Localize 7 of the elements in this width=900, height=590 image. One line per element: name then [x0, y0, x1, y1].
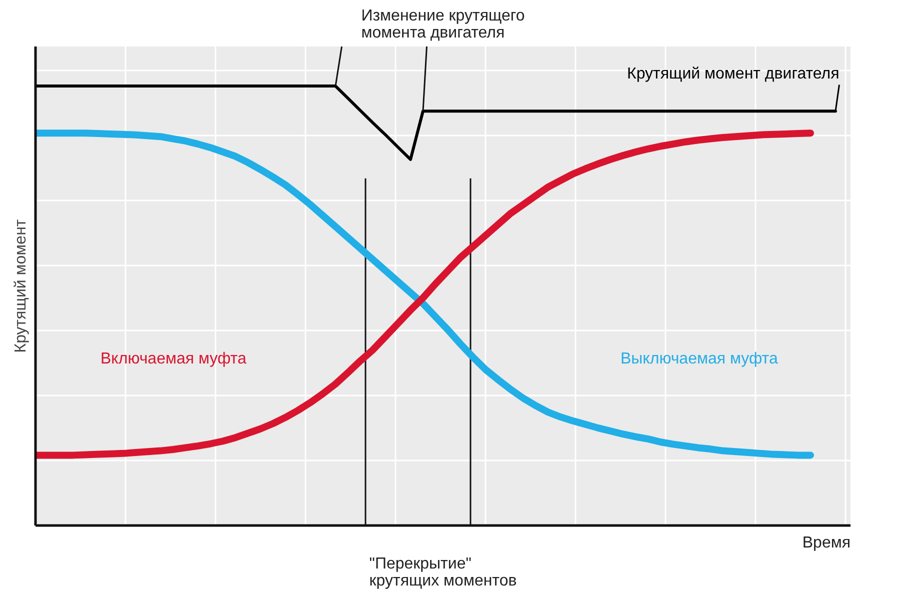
y-axis-title: Крутящий момент: [12, 218, 30, 353]
series-label: Крутящий момент двигателя: [627, 66, 840, 83]
x-axis-title: Время: [802, 534, 851, 552]
text: Выключаемая муфта: [620, 350, 778, 368]
text: "Перекрытие" крутящих моментов: [369, 556, 517, 590]
text: Включаемая муфта: [100, 350, 246, 368]
text: Изменение крутящего момента двигателя: [361, 8, 525, 42]
